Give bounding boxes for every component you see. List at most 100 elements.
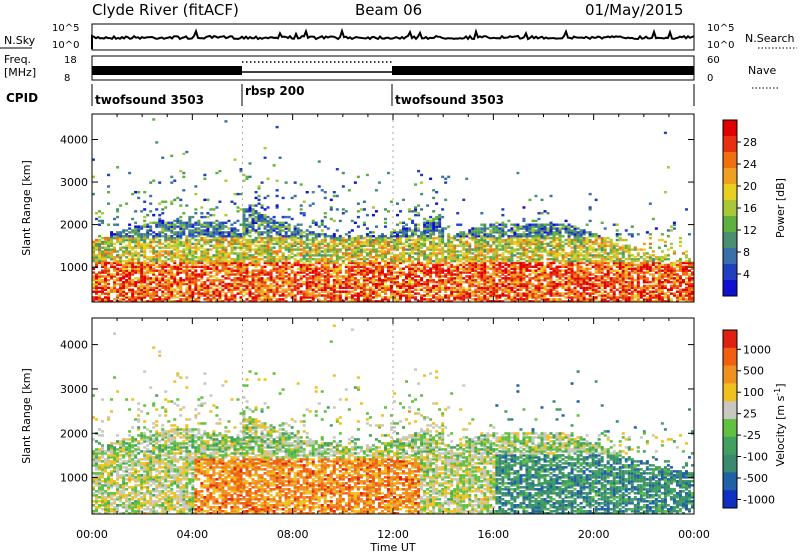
power-cell [239, 256, 243, 259]
power-cell [101, 259, 105, 263]
power-cell [239, 223, 243, 226]
power-cell [272, 250, 276, 253]
power-cell [537, 263, 541, 267]
power-cell [332, 267, 336, 270]
power-cell [281, 238, 285, 242]
power-cell [194, 261, 198, 265]
power-cell [197, 288, 201, 292]
power-cell [182, 280, 186, 284]
power-cell [257, 223, 261, 226]
power-cell [158, 219, 162, 223]
power-cell [281, 273, 285, 276]
power-cell [504, 256, 508, 259]
power-cell [185, 296, 189, 299]
power-cell [417, 223, 421, 226]
power-cell [383, 273, 387, 276]
power-cell [477, 282, 481, 286]
power-cell [245, 175, 249, 179]
power-cell [173, 275, 177, 278]
power-cell [411, 269, 415, 272]
power-cell [393, 265, 396, 269]
power-cell [495, 275, 499, 278]
power-cell [483, 233, 487, 236]
power-cell [182, 152, 186, 156]
power-cell [167, 273, 171, 276]
power-cell [426, 254, 430, 257]
power-cell [350, 282, 354, 286]
power-cell [399, 231, 403, 234]
power-cell [272, 242, 276, 246]
power-cell [281, 284, 285, 288]
power-cell [107, 242, 111, 246]
power-cell [396, 254, 400, 257]
power-cell [347, 242, 351, 246]
power-cell [203, 269, 207, 272]
power-cell [95, 273, 99, 276]
power-cell [98, 298, 102, 301]
power-cell [435, 221, 439, 225]
power-cell [317, 185, 321, 188]
power-cell [239, 261, 243, 265]
power-cell [149, 282, 153, 286]
power-cell [305, 292, 309, 295]
power-cell [408, 290, 412, 293]
power-cell [236, 267, 240, 270]
power-cell [311, 298, 315, 301]
power-cell [429, 269, 433, 272]
power-cell [399, 273, 403, 276]
power-cell [170, 238, 174, 242]
power-cell [170, 250, 174, 253]
power-cell [344, 238, 348, 242]
power-cell [314, 275, 318, 278]
power-cell [477, 235, 481, 238]
power-cell [456, 280, 460, 284]
power-cell [281, 246, 285, 249]
power-cell [450, 259, 454, 263]
power-cell [450, 290, 454, 293]
power-cell [540, 267, 544, 270]
power-cell [179, 300, 183, 302]
power-cell [245, 246, 249, 249]
power-cell [513, 250, 517, 253]
power-cell [284, 181, 288, 184]
power-cell [125, 235, 129, 238]
power-cell [290, 196, 294, 200]
power-cell [374, 256, 378, 259]
power-cell [420, 296, 424, 299]
power-cell [474, 280, 478, 284]
power-cell [188, 298, 192, 301]
power-cell [194, 235, 198, 238]
power-cell [332, 194, 336, 198]
power-cell [128, 227, 132, 230]
power-cell [248, 162, 252, 165]
power-cell [549, 267, 553, 270]
power-cell [137, 294, 141, 297]
power-cell [477, 231, 481, 234]
power-cell [368, 279, 372, 282]
power-cell [468, 250, 472, 253]
power-cell [552, 238, 556, 242]
power-cell [149, 244, 153, 247]
power-cell [483, 231, 487, 234]
power-cell [233, 231, 237, 234]
power-cell [251, 271, 255, 274]
power-cell [519, 300, 523, 302]
power-cell [152, 267, 156, 270]
power-cell [441, 280, 445, 284]
power-cell [414, 231, 418, 234]
power-cell [254, 288, 258, 292]
power-cell [266, 235, 270, 238]
power-cell [423, 236, 427, 240]
power-cell [263, 219, 267, 223]
power-cell [393, 267, 396, 270]
power-cell [453, 277, 457, 280]
power-cell [371, 248, 375, 251]
power-cell [215, 250, 219, 253]
power-cell [411, 267, 415, 270]
power-cell [236, 279, 240, 282]
power-cell [230, 242, 234, 246]
power-cell [152, 250, 156, 253]
power-cell [498, 235, 502, 238]
power-cell [480, 298, 484, 301]
power-cell [417, 212, 421, 215]
